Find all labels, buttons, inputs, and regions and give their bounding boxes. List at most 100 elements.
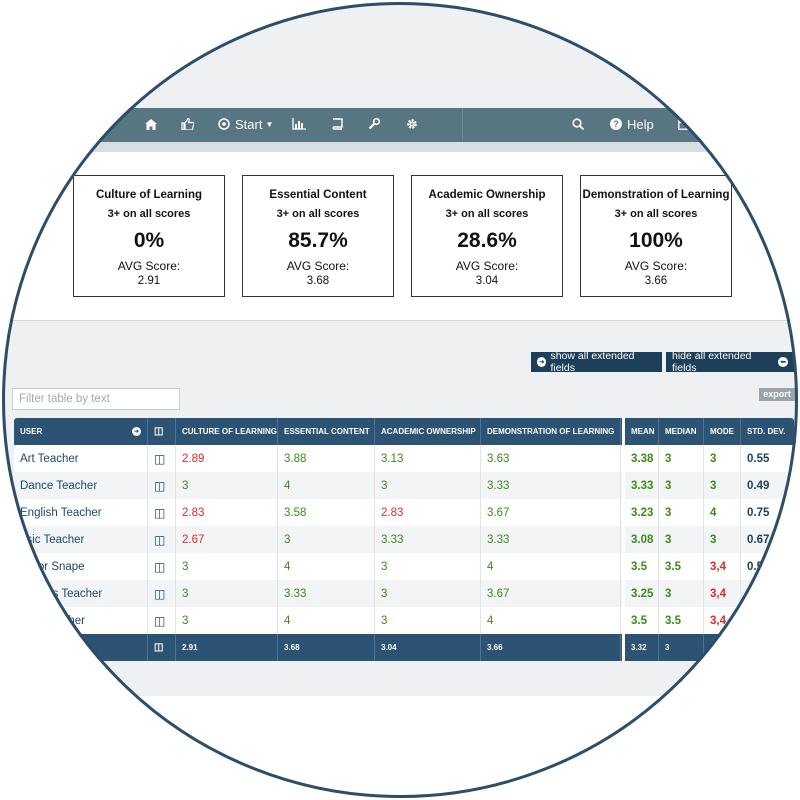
header-label: STD. DEV. [747, 427, 786, 436]
cell-value: 3 [182, 560, 189, 573]
page-footer-area [2, 696, 798, 798]
header-std-dev[interactable]: STD. DEV. [741, 418, 796, 445]
details-icon[interactable]: ◫ [154, 613, 166, 628]
details-icon[interactable]: ◫ [154, 586, 166, 601]
cell-value: essor Snape [20, 560, 85, 573]
cell-book[interactable]: ◫ [148, 499, 176, 526]
cell-value: 3.88 [284, 452, 307, 465]
cell-median: 3 [659, 472, 704, 499]
header-label: DEMONSTRATION OF LEARNING [487, 427, 615, 436]
details-icon[interactable]: ◫ [154, 451, 166, 466]
header-mode[interactable]: MODE [704, 418, 741, 445]
header-mean[interactable]: MEAN [622, 418, 659, 445]
cell-value: 0.55 [747, 452, 770, 465]
cell-user[interactable]: dies Teacher [14, 607, 148, 634]
details-icon[interactable]: ◫ [154, 559, 166, 574]
filter-table-input[interactable] [12, 388, 180, 410]
card-subtitle: 3+ on all scores [276, 208, 360, 220]
cell-value: 3.33 [487, 479, 510, 492]
home-icon[interactable] [145, 108, 157, 140]
cell-user[interactable]: English Teacher [14, 499, 148, 526]
cell-book[interactable]: ◫ [148, 607, 176, 634]
cell-dol: 3.33 [481, 526, 621, 553]
calendar-icon[interactable] [678, 108, 690, 140]
cell-value: 0.75 [747, 506, 770, 519]
cell-ao: 3 [375, 472, 481, 499]
header-essential-content[interactable]: ESSENTIAL CONTENT [278, 418, 375, 445]
details-icon[interactable]: ◫ [154, 478, 166, 493]
cell-user[interactable]: Dance Teacher [14, 472, 148, 499]
cell-user[interactable]: Art Teacher [14, 445, 148, 472]
start-label: Start [235, 116, 263, 132]
cell-dol: 3.33 [481, 472, 621, 499]
hide-all-extended-fields-button[interactable]: hide all extended fields ⬅ [666, 350, 794, 374]
cell-value: 3.5 [665, 614, 681, 627]
export-button[interactable]: export [759, 388, 795, 401]
cell-book[interactable]: ◫ [148, 580, 176, 607]
cell-book[interactable]: ◫ [148, 526, 176, 553]
search-icon[interactable] [572, 108, 584, 140]
navbar-left-group [117, 108, 463, 140]
header-user[interactable]: USER ➜ [14, 418, 148, 445]
cell-value: 3 [665, 533, 672, 546]
cell-value: 3 [381, 560, 388, 573]
cell-value: 0.67 [747, 533, 770, 546]
card-avg-value: 3.66 [644, 275, 668, 287]
cell-ec: 4 [278, 607, 375, 634]
cell-col: 2.83 [176, 499, 278, 526]
cell-value: Art Teacher [20, 452, 79, 465]
cell-ao: 3.13 [375, 445, 481, 472]
table-row: Art Teacher ◫ 2.89 3.88 3.13 3.63 3.38 3 3 0.55 [14, 445, 796, 473]
book-icon[interactable] [331, 108, 343, 140]
cell-value: 3.67 [487, 506, 510, 519]
cell-value: 3 [665, 587, 672, 600]
header-demonstration-of-learning[interactable]: DEMONSTRATION OF LEARNING [481, 418, 621, 445]
footer-value: 3.68 [284, 643, 300, 652]
cell-book[interactable]: ◫ [148, 553, 176, 580]
cell-value: 3,4 [710, 560, 726, 573]
header-academic-ownership[interactable]: ACADEMIC OWNERSHIP [375, 418, 481, 445]
cell-std [741, 580, 796, 607]
help-button[interactable]: ? Help [610, 108, 654, 140]
cell-ec: 3 [278, 526, 375, 553]
cell-value: 3.33 [381, 533, 404, 546]
details-icon[interactable]: ◫ [154, 532, 166, 547]
bar-chart-icon[interactable] [292, 108, 306, 140]
gear-icon[interactable] [406, 108, 418, 140]
card-avg-label: AVG Score: [455, 259, 519, 273]
cell-value: 3.25 [631, 587, 654, 600]
card-avg-label: AVG Score: [286, 259, 350, 273]
cell-user[interactable]: Studies Teacher [14, 580, 148, 607]
cell-book[interactable]: ◫ [148, 472, 176, 499]
cell-ao: 2.83 [375, 499, 481, 526]
columns-icon: ◫ [154, 426, 164, 437]
cell-book[interactable]: ◫ [148, 445, 176, 472]
header-culture-of-learning[interactable]: CULTURE OF LEARNING [176, 418, 278, 445]
header-details[interactable]: ◫ [148, 418, 176, 445]
cell-std: 0.55 [741, 445, 796, 472]
card-title: Culture of Learning [95, 189, 203, 201]
cell-mode: 4 [704, 499, 741, 526]
table-row: Dance Teacher ◫ 3 4 3 3.33 3.33 3 3 0.49 [14, 472, 796, 500]
thumbs-up-icon[interactable] [181, 108, 194, 140]
cell-value: 3,4 [710, 614, 726, 627]
card-title: Essential Content [269, 189, 367, 201]
wrench-icon[interactable] [368, 108, 380, 140]
header-median[interactable]: MEDIAN [659, 418, 704, 445]
cell-ec: 3.33 [278, 580, 375, 607]
show-all-extended-fields-button[interactable]: ➜ show all extended fields [531, 350, 662, 374]
cell-user[interactable]: essor Snape [14, 553, 148, 580]
details-icon[interactable]: ◫ [154, 505, 166, 520]
card-avg-value: 3.68 [306, 275, 330, 287]
cell-value: 4 [487, 614, 494, 627]
card-avg-label: AVG Score: [117, 259, 181, 273]
footer-value: 3.04 [381, 643, 397, 652]
card-demonstration-of-learning: Demonstration of Learning 3+ on all scor… [580, 175, 732, 297]
footer-value: 3 [665, 643, 670, 652]
start-dropdown[interactable]: Start ▼ [218, 108, 273, 140]
cell-ec: 4 [278, 553, 375, 580]
sort-circle-icon[interactable]: ➜ [132, 427, 141, 436]
cell-user[interactable]: usic Teacher [14, 526, 148, 553]
cell-median: 3.5 [659, 553, 704, 580]
